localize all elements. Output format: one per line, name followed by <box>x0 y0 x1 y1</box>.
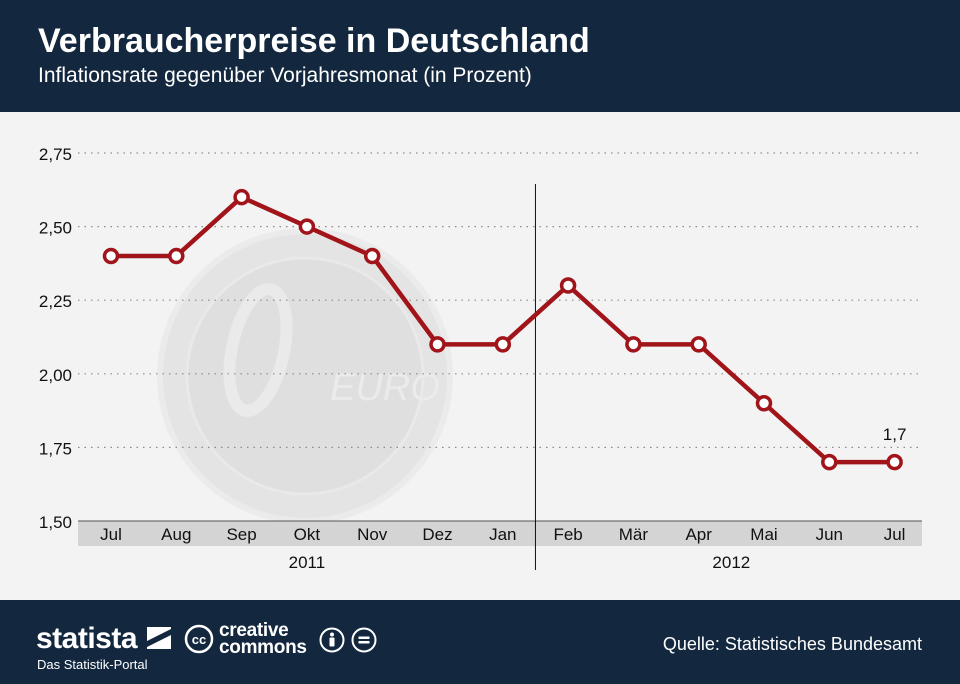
header: Verbraucherpreise in Deutschland Inflati… <box>0 0 960 112</box>
data-label: 1,7 <box>883 425 907 444</box>
cc-symbol-text: cc <box>192 632 206 647</box>
x-tick-label: Mai <box>750 525 777 544</box>
x-axis: Jul Aug Sep Okt Nov Dez Jan Feb Mär Apr Mai Jun Jul 2… <box>78 184 922 572</box>
y-tick-label: 2,00 <box>39 366 72 385</box>
x-tick-label: Feb <box>553 525 582 544</box>
cc-line-creative: creative <box>219 620 289 641</box>
x-tick-label: Nov <box>357 525 388 544</box>
data-point[interactable] <box>690 336 707 353</box>
x-tick-label: Jul <box>884 525 906 544</box>
data-point[interactable] <box>886 453 903 471</box>
x-tick-label: Mär <box>619 525 649 544</box>
data-point[interactable] <box>494 336 512 353</box>
no-derivatives-icon <box>351 627 377 653</box>
y-tick-label: 2,75 <box>39 145 72 164</box>
data-point[interactable] <box>559 277 577 294</box>
attribution-icon <box>319 627 345 653</box>
chart-subtitle: Inflationsrate gegenüber Vorjahresmonat … <box>38 64 532 87</box>
year-label: 2011 <box>289 553 326 572</box>
chart-title: Verbraucherpreise in Deutschland <box>38 22 590 60</box>
creative-commons-icon: cc <box>184 624 214 654</box>
y-tick-label: 2,25 <box>39 292 72 311</box>
footer: statista Das Statistik-Portal cc creativ… <box>0 600 960 684</box>
data-point[interactable] <box>755 394 773 412</box>
y-axis: 1,50 1,75 2,00 2,25 2,50 2,75 <box>39 145 72 532</box>
series-inflation <box>102 188 903 471</box>
source-note: Quelle: Statistisches Bundesamt <box>662 634 922 654</box>
x-tick-label: Jan <box>489 525 516 544</box>
statista-flag-icon <box>147 627 171 649</box>
x-axis-band <box>78 521 922 546</box>
creative-commons-wordmark[interactable]: creative commons <box>219 620 307 658</box>
x-tick-label: Okt <box>294 525 321 544</box>
chart-area: EURO 1,50 1,75 2,00 2,25 2,50 2,75 Jul Aug Sep O… <box>0 112 960 600</box>
data-point[interactable] <box>168 247 185 265</box>
data-point[interactable] <box>821 453 838 471</box>
cc-line-commons: commons <box>219 637 307 658</box>
x-tick-label: Jun <box>816 525 843 544</box>
line-chart: EURO 1,50 1,75 2,00 2,25 2,50 2,75 Jul Aug Sep O… <box>39 145 922 572</box>
grid <box>78 152 922 448</box>
x-tick-label: Sep <box>226 525 256 544</box>
data-point[interactable] <box>298 218 316 235</box>
y-tick-label: 1,50 <box>39 513 72 532</box>
x-tick-label: Dez <box>422 525 452 544</box>
statista-logo[interactable]: statista <box>36 622 138 655</box>
x-tick-label: Apr <box>685 525 712 544</box>
data-point[interactable] <box>363 247 381 265</box>
data-point[interactable] <box>102 247 120 265</box>
data-point[interactable] <box>233 188 250 206</box>
data-point[interactable] <box>429 336 446 353</box>
x-tick-label: Aug <box>161 525 191 544</box>
euro-coin-watermark: EURO <box>157 228 453 524</box>
year-label: 2012 <box>712 553 750 572</box>
annotations: 1,7 <box>883 425 907 444</box>
x-tick-label: Jul <box>100 525 122 544</box>
data-point[interactable] <box>625 336 642 353</box>
statista-tagline: Das Statistik-Portal <box>37 657 148 672</box>
y-tick-label: 1,75 <box>39 439 72 458</box>
y-tick-label: 2,50 <box>39 219 72 238</box>
